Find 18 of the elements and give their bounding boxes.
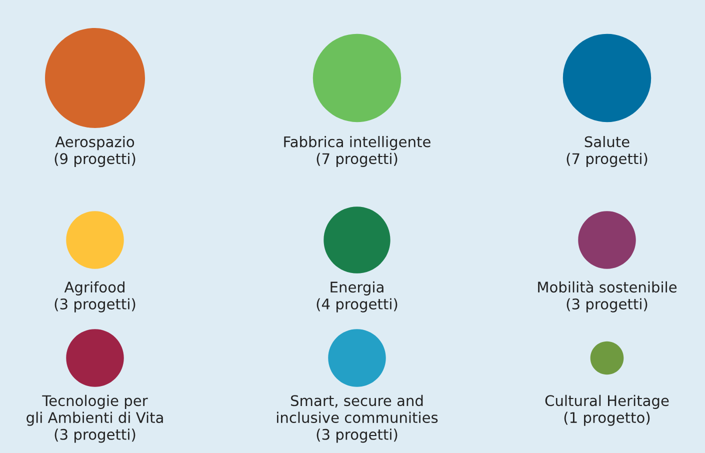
data-label: (4 progetti) (316, 298, 398, 312)
data-label: (9 progetti) (54, 152, 136, 167)
category-label: Energia (330, 281, 384, 296)
data-label: (7 progetti) (566, 152, 648, 167)
category-label: Smart, secure and inclusive communities (277, 394, 438, 424)
category-label: Mobilità sostenibile (538, 280, 677, 293)
data-label: (3 progetti) (316, 428, 398, 443)
category-label: Cultural Heritage (545, 394, 669, 409)
data-label: (3 progetti) (54, 298, 136, 312)
data-label: (1 progetto) (564, 412, 650, 426)
data-label: (3 progetti) (566, 298, 648, 312)
data-label: (7 progetti) (316, 152, 398, 167)
data-label: (3 progetti) (54, 428, 136, 443)
category-label: Tecnologie per gli Ambienti di Vita (26, 394, 163, 426)
category-label: Fabbrica intelligente (284, 136, 430, 150)
category-label: Agrifood (64, 281, 124, 296)
category-label: Aerospazio (55, 136, 134, 150)
category-label: Salute (584, 136, 630, 148)
